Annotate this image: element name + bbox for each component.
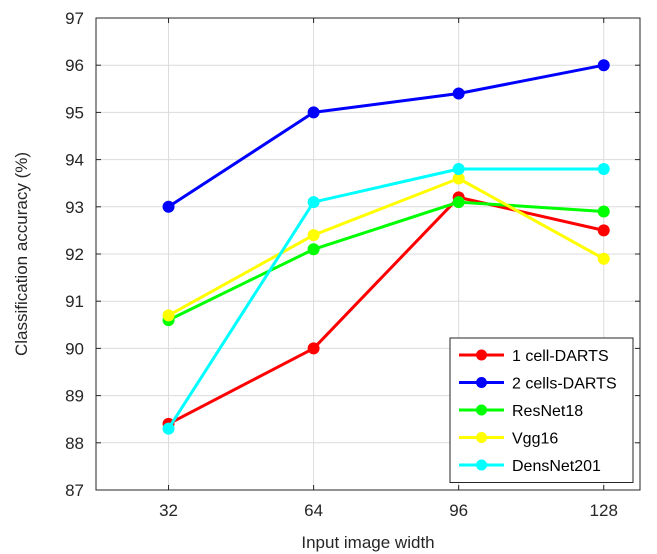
data-point xyxy=(307,106,320,119)
data-point xyxy=(597,252,610,265)
y-tick-label: 90 xyxy=(65,339,84,358)
data-point xyxy=(307,243,320,256)
series-4 xyxy=(162,163,610,435)
legend-label: Vgg16 xyxy=(512,431,558,448)
y-tick-label: 97 xyxy=(65,9,84,28)
data-point xyxy=(452,87,465,100)
y-axis-label: Classification accuracy (%) xyxy=(12,152,31,356)
data-point xyxy=(307,196,320,209)
data-point xyxy=(307,229,320,242)
legend-label: DensNet201 xyxy=(512,458,601,475)
y-tick-label: 88 xyxy=(65,434,84,453)
series-3 xyxy=(162,172,610,322)
data-point xyxy=(452,196,465,209)
series-layer xyxy=(162,59,610,435)
legend: 1 cell-DARTS 2 cells-DARTS ResNet18 Vgg16 De… xyxy=(449,337,634,483)
data-point xyxy=(597,163,610,176)
legend-swatch-marker xyxy=(476,432,487,443)
legend-swatch-marker xyxy=(476,377,487,388)
series-line xyxy=(167,63,604,209)
data-point xyxy=(162,200,175,213)
x-tick-label: 64 xyxy=(304,501,323,520)
x-tick-label: 96 xyxy=(449,501,468,520)
legend-item: DensNet201 xyxy=(459,458,601,475)
y-tick-label: 96 xyxy=(65,56,84,75)
legend-item: ResNet18 xyxy=(459,403,583,420)
y-tick-label: 95 xyxy=(65,103,84,122)
legend-item: 1 cell-DARTS xyxy=(459,348,609,365)
data-point xyxy=(452,163,465,176)
series-line xyxy=(167,195,605,426)
x-tick-label: 32 xyxy=(159,501,178,520)
data-point xyxy=(307,342,320,355)
data-point xyxy=(162,422,175,435)
data-point xyxy=(597,224,610,237)
legend-swatch-marker xyxy=(476,404,487,416)
data-point xyxy=(162,309,175,322)
x-axis-label: Input image width xyxy=(301,533,434,552)
x-tick-label: 128 xyxy=(590,501,618,520)
series-1 xyxy=(162,59,610,213)
legend-label: ResNet18 xyxy=(512,403,583,420)
y-tick-label: 93 xyxy=(65,198,84,217)
legend-item: 2 cells-DARTS xyxy=(459,376,617,393)
y-tick-label: 92 xyxy=(65,245,84,264)
legend-label: 2 cells-DARTS xyxy=(512,376,617,393)
data-point xyxy=(597,59,610,72)
y-axis: 87 88 89 90 91 92 93 94 95 96 97 xyxy=(65,9,640,500)
legend-swatch-marker xyxy=(476,349,487,361)
legend-item: Vgg16 xyxy=(459,431,558,448)
x-axis: 32 64 96 128 xyxy=(159,18,618,520)
series-line xyxy=(167,177,605,317)
series-line xyxy=(167,200,604,322)
legend-swatch-marker xyxy=(476,459,487,471)
legend-label: 1 cell-DARTS xyxy=(512,348,609,365)
series-line xyxy=(167,167,604,430)
y-tick-label: 91 xyxy=(65,292,84,311)
y-tick-label: 87 xyxy=(65,481,84,500)
data-point xyxy=(597,205,610,218)
y-tick-label: 89 xyxy=(65,387,84,406)
y-tick-label: 94 xyxy=(65,151,84,170)
